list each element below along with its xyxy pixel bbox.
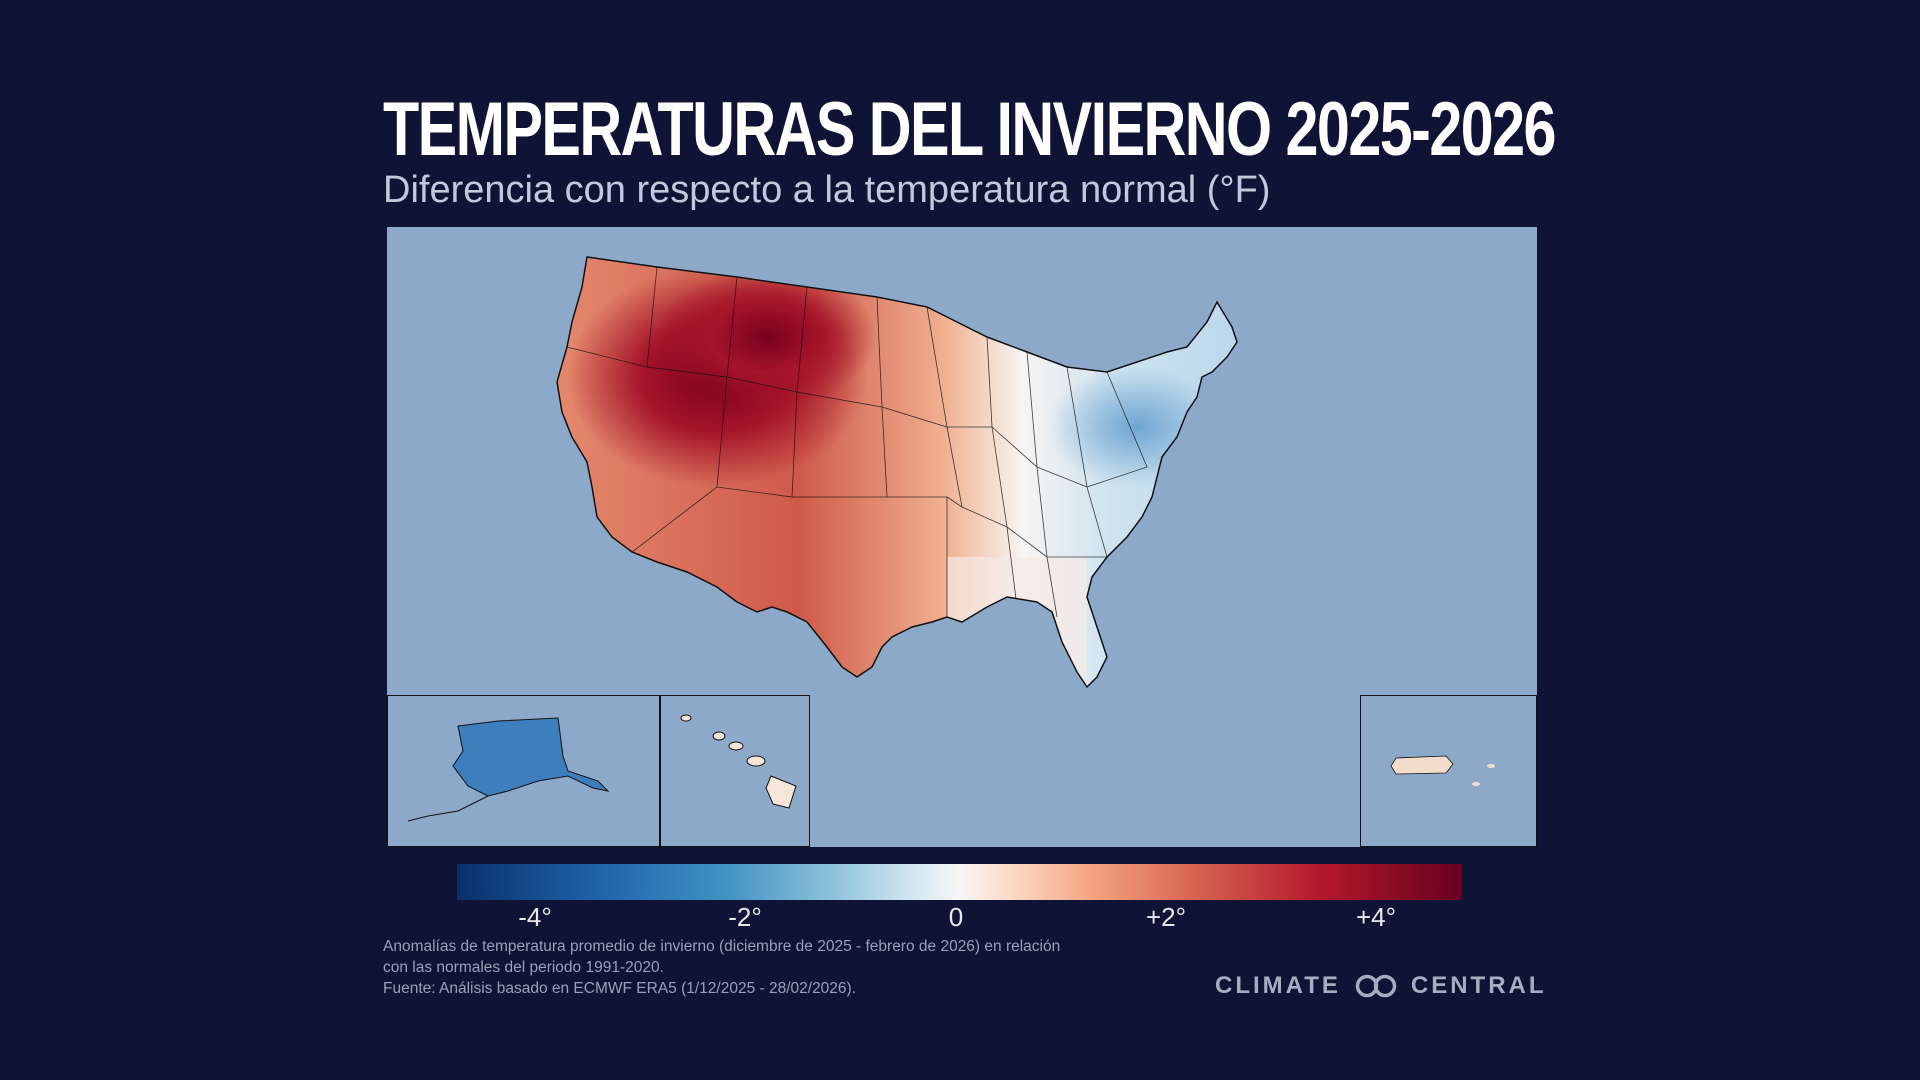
brand-word-right: CENTRAL — [1410, 972, 1547, 999]
temperature-color-scale — [457, 864, 1462, 900]
footnote-line-2: con las normales del periodo 1991-2020. — [383, 959, 664, 976]
legend-tick-label: 0 — [948, 902, 964, 932]
puerto-rico-inset — [1360, 695, 1537, 847]
brand-word-left: CLIMATE — [1215, 972, 1341, 999]
legend-tick-label: -4° — [518, 902, 552, 932]
climate-central-logo: CLIMATE CENTRAL — [1215, 972, 1547, 1000]
footnote-line-1: Anomalías de temperatura promedio de inv… — [383, 938, 1061, 955]
conus-map — [556, 256, 1238, 688]
us-temperature-map — [387, 227, 1537, 847]
map-subtitle: Diferencia con respecto a la temperatura… — [383, 169, 1271, 211]
legend-tick-label: +4° — [1355, 902, 1397, 932]
brand-mark-icon — [1351, 974, 1401, 998]
legend-tick-label: -2° — [728, 902, 762, 932]
legend-tick-label: +2° — [1145, 902, 1187, 932]
alaska-inset — [387, 695, 660, 847]
footnote-source: Fuente: Análisis basado en ECMWF ERA5 (1… — [383, 980, 857, 997]
map-title: TEMPERATURAS DEL INVIERNO 2025-2026 — [383, 87, 1557, 172]
hawaii-inset — [660, 695, 810, 847]
